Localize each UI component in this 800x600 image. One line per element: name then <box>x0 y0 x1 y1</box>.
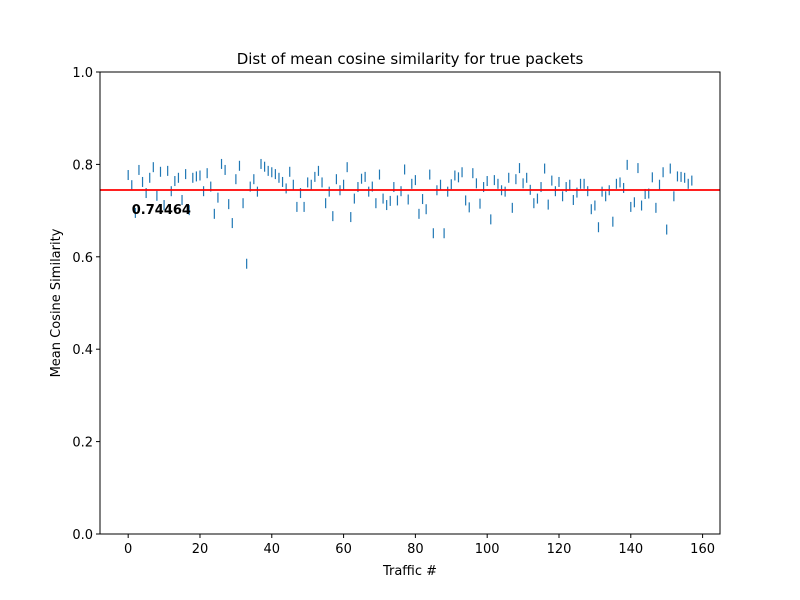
x-tick-label: 100 <box>475 542 500 557</box>
chart-title: Dist of mean cosine similarity for true … <box>237 50 584 68</box>
y-tick-label: 0.0 <box>72 528 93 543</box>
y-tick-label: 1.0 <box>72 66 93 81</box>
y-tick-label: 0.2 <box>72 436 93 451</box>
x-tick-label: 160 <box>690 542 715 557</box>
y-tick-label: 0.4 <box>72 343 93 358</box>
y-tick-label: 0.8 <box>72 158 93 173</box>
y-tick-label: 0.6 <box>72 251 93 266</box>
x-tick-label: 120 <box>547 542 572 557</box>
x-tick-label: 0 <box>124 542 132 557</box>
x-axis-label: Traffic # <box>382 564 437 579</box>
x-tick-label: 80 <box>407 542 424 557</box>
mean-label: 0.74464 <box>132 203 191 218</box>
x-tick-label: 140 <box>618 542 643 557</box>
x-tick-label: 60 <box>335 542 352 557</box>
plot-frame <box>99 71 721 535</box>
x-tick-label: 40 <box>264 542 281 557</box>
y-axis-label: Mean Cosine Similarity <box>49 228 64 377</box>
x-tick-label: 20 <box>192 542 209 557</box>
